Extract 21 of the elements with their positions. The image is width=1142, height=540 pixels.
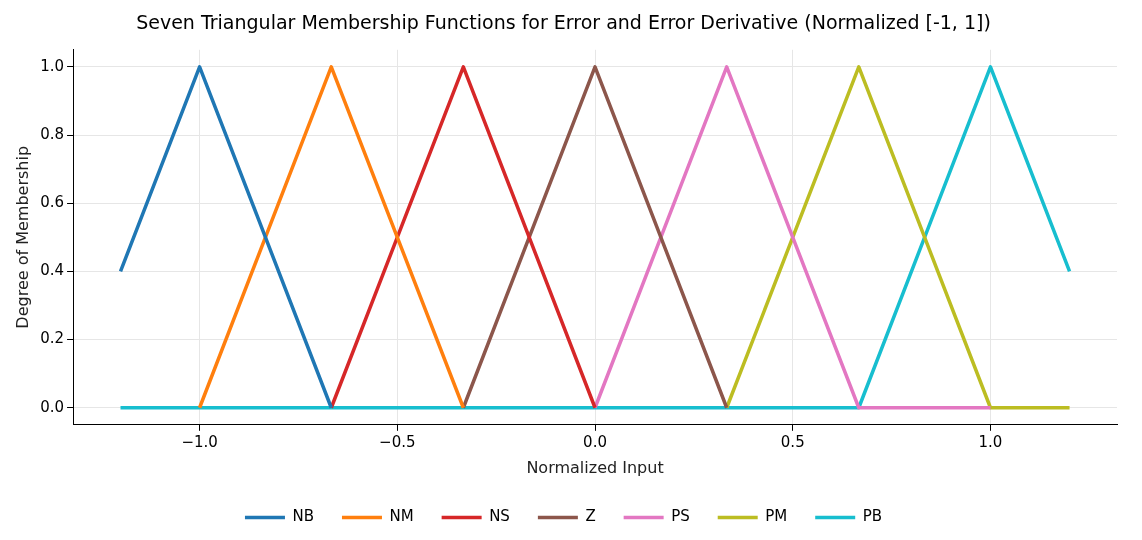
x-tick-label: 0.0	[583, 432, 607, 451]
legend-label: NB	[292, 507, 314, 526]
y-tick-label: 0.8	[40, 124, 65, 143]
legend-label: PB	[862, 507, 883, 526]
legend-label: NS	[489, 507, 510, 526]
x-axis-title: Normalized Input	[526, 457, 664, 477]
x-tick-label: −0.5	[379, 432, 416, 451]
chart-title: Seven Triangular Membership Functions for Error and Error Derivative (Normalized [-1, 1])	[136, 11, 991, 34]
y-axis-title: Degree of Membership	[12, 145, 32, 329]
x-tick-label: 1.0	[978, 432, 1003, 451]
y-tick-label: 0.0	[40, 397, 65, 416]
y-tick-label: 0.4	[40, 261, 65, 280]
legend-label: PS	[671, 507, 690, 526]
y-tick-label: 1.0	[40, 56, 65, 75]
legend-label: Z	[585, 507, 596, 526]
y-tick-label: 0.2	[40, 329, 65, 348]
x-tick-label: 0.5	[780, 432, 805, 451]
x-tick-label: −1.0	[181, 432, 218, 451]
legend-label: PM	[765, 507, 788, 526]
legend-label: NM	[389, 507, 414, 526]
y-tick-label: 0.6	[40, 193, 65, 212]
